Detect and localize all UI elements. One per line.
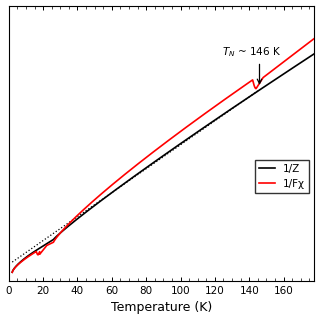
Text: $T_N$ ~ 146 K: $T_N$ ~ 146 K [222,45,281,59]
Legend: 1/Z, 1/Fχ: 1/Z, 1/Fχ [255,160,309,193]
X-axis label: Temperature (K): Temperature (K) [111,301,212,315]
